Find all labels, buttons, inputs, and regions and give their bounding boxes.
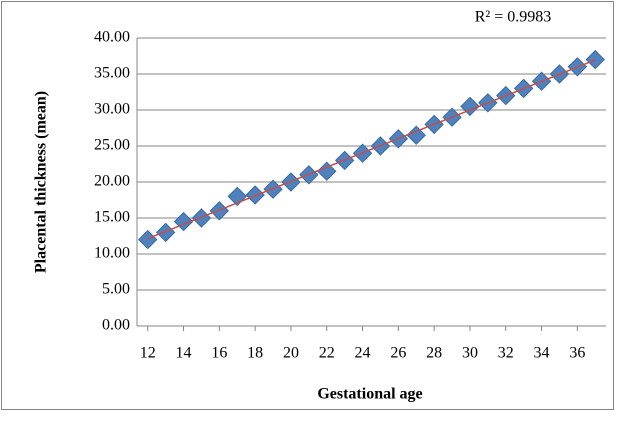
y-tick-label: 35.00 [94, 65, 130, 82]
y-tick-label: 15.00 [94, 209, 130, 226]
y-tick-label: 25.00 [94, 137, 130, 154]
x-tick-label: 32 [498, 345, 514, 362]
x-axis-title: Gestational age [317, 386, 422, 403]
x-tick-label: 36 [569, 345, 585, 362]
x-tick-label: 34 [534, 345, 550, 362]
x-tick-label: 16 [211, 345, 227, 362]
x-tick-label: 30 [462, 345, 478, 362]
y-tick-label: 40.00 [94, 29, 130, 46]
marker [460, 96, 480, 117]
x-tick-label: 12 [140, 345, 156, 362]
marker [317, 161, 337, 181]
x-tick-label: 14 [176, 345, 192, 362]
y-tick-label: 30.00 [94, 101, 130, 118]
x-tick-label: 20 [283, 345, 299, 362]
trendline [147, 59, 596, 240]
x-tick-label: 26 [390, 345, 406, 362]
y-tick-label: 5.00 [102, 281, 130, 298]
y-tick-label: 10.00 [94, 245, 130, 262]
y-tick-label: 20.00 [94, 173, 130, 190]
x-tick-label: 28 [426, 345, 442, 362]
chart-border [1, 1, 614, 410]
x-tick-label: 18 [247, 345, 263, 362]
marker [406, 125, 426, 145]
r-squared: R² = 0.9983 [475, 9, 552, 26]
x-tick-label: 22 [319, 345, 335, 362]
y-axis-title: Placental thickness (mean) [33, 91, 50, 273]
marker [585, 49, 605, 70]
x-tick-label: 24 [355, 345, 371, 362]
y-tick-label: 0.00 [102, 317, 130, 334]
